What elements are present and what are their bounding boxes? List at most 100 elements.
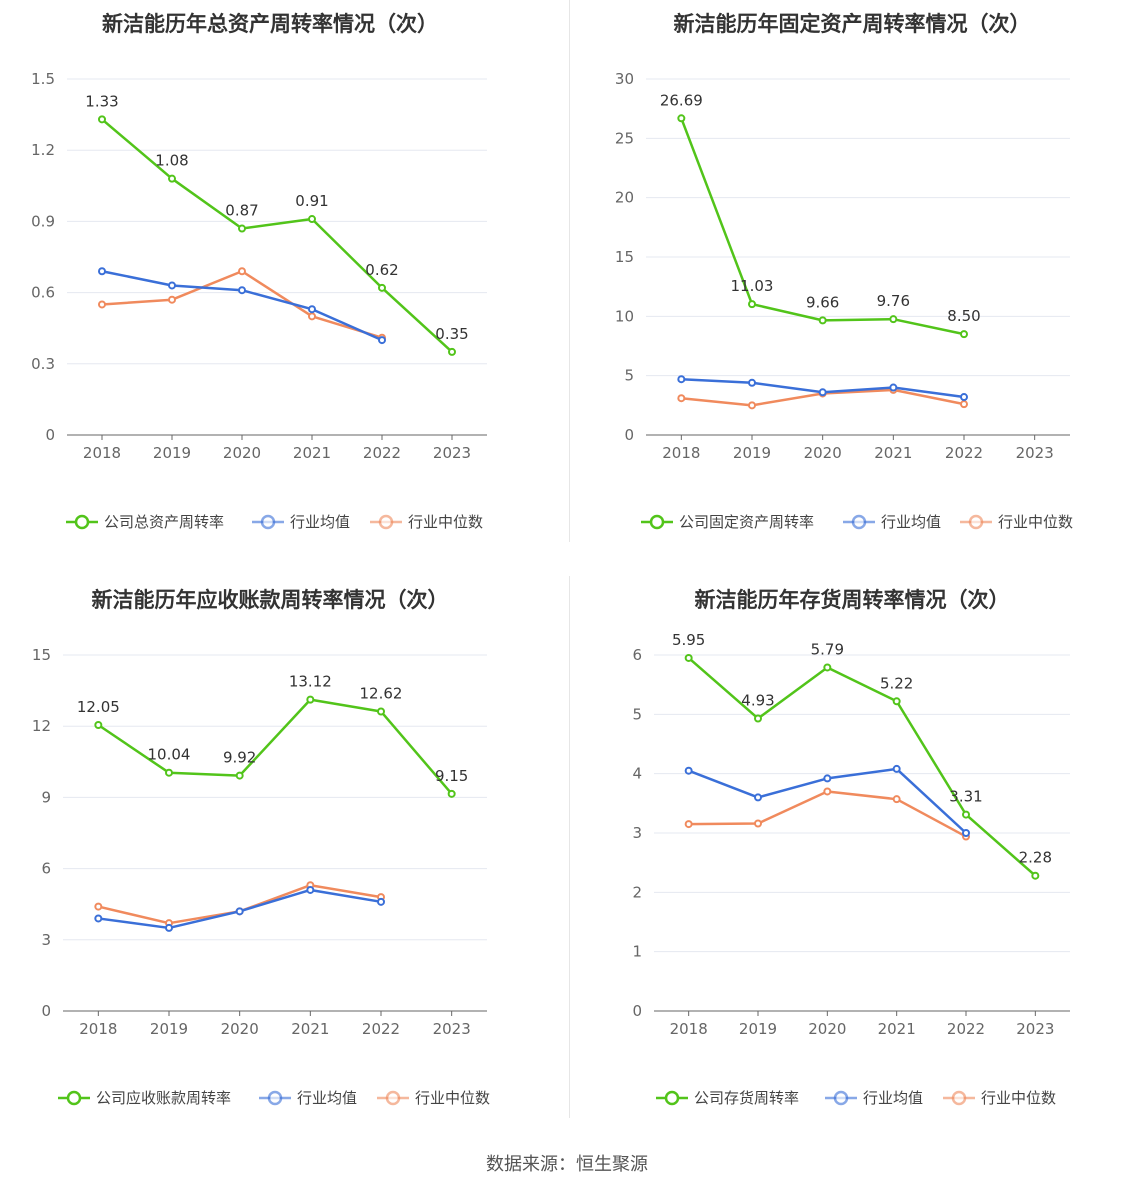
data-point-median (308, 312, 316, 321)
legend-item-company[interactable]: 公司总资产周转率 (66, 513, 224, 531)
legend-label: 公司总资产周转率 (104, 513, 224, 531)
legend-item-median[interactable]: 行业中位数 (943, 1089, 1056, 1107)
data-point-avg (165, 923, 173, 932)
y-tick-label: 9 (41, 788, 51, 806)
legend-item-avg[interactable]: 行业均值 (259, 1089, 357, 1107)
series-line-median (98, 883, 382, 925)
series-line-company (101, 118, 453, 353)
data-point-avg (962, 829, 970, 837)
x-tick-label: 2018 (79, 1020, 117, 1038)
data-point-avg (818, 388, 827, 397)
data-point-company (677, 114, 686, 123)
data-point-company (447, 789, 456, 798)
data-point-avg (378, 336, 386, 345)
y-tick-label: 0 (632, 1002, 642, 1020)
data-label: 10.04 (148, 746, 191, 764)
legend-item-avg[interactable]: 行业均值 (252, 513, 350, 531)
data-point-avg (889, 383, 898, 392)
x-tick-label: 2020 (223, 444, 261, 462)
data-point-avg (98, 267, 106, 276)
legend-marker (385, 1090, 401, 1106)
data-point-avg (306, 885, 315, 894)
legend-item-company[interactable]: 公司应收账款周转率 (58, 1089, 231, 1107)
chart-panel-fixed-asset-turnover: 新洁能历年固定资产周转率情况（次） 0 5 10 15 20 25 30 2018 2019 202… (567, 0, 1134, 570)
data-label: 8.50 (947, 307, 980, 325)
y-tick-label: 0.9 (31, 212, 55, 230)
data-source-footer: 数据来源：恒生聚源 (486, 1154, 648, 1175)
series-line-company (97, 698, 453, 795)
legend-marker (951, 1090, 967, 1106)
y-tick-label: 3 (632, 824, 642, 842)
x-tick-label: 2021 (293, 444, 331, 462)
legend-item-median[interactable]: 行业中位数 (370, 513, 483, 531)
data-point-company (94, 721, 103, 730)
data-label: 12.62 (360, 684, 403, 702)
data-label: 5.95 (672, 631, 705, 649)
legend-item-median[interactable]: 行业中位数 (960, 513, 1073, 531)
panel-divider-top (569, 0, 570, 542)
data-label: 3.31 (949, 788, 982, 806)
data-point-company (308, 215, 316, 224)
legend-item-avg[interactable]: 行业均值 (825, 1089, 923, 1107)
data-point-avg (235, 907, 244, 916)
data-point-company (165, 768, 173, 777)
y-tick-label: 20 (615, 189, 634, 207)
legend-label: 行业中位数 (408, 513, 483, 531)
y-tick-label: 1 (632, 943, 642, 961)
data-point-median (94, 902, 103, 911)
legend-item-avg[interactable]: 行业均值 (843, 513, 941, 531)
legend-marker (74, 514, 90, 530)
y-tick-label: 1.5 (31, 70, 55, 88)
data-point-avg (677, 375, 686, 384)
chart-panel-total-asset-turnover: 新洁能历年总资产周转率情况（次） 0 0.3 0.6 0.9 1.2 1.5 2018 2019… (0, 0, 567, 570)
y-tick-label: 15 (32, 646, 51, 664)
chart-total-asset-turnover: 新洁能历年总资产周转率情况（次） 0 0.3 0.6 0.9 1.2 1.5 2018 2019… (31, 12, 487, 531)
y-tick-label: 0.3 (31, 355, 55, 373)
chart-title: 新洁能历年应收账款周转率情况（次） (92, 588, 449, 612)
data-label: 11.03 (731, 277, 774, 295)
data-point-avg (377, 897, 385, 906)
y-tick-label: 6 (632, 646, 642, 664)
data-point-avg (960, 393, 968, 402)
series-line-company (687, 657, 1037, 877)
data-label: 5.22 (880, 674, 913, 692)
x-tick-label: 2022 (947, 1020, 985, 1038)
data-label: 0.62 (365, 261, 398, 279)
data-label: 4.93 (741, 691, 774, 709)
data-point-avg (748, 378, 756, 387)
y-tick-label: 2 (632, 883, 642, 901)
x-tick-label: 2022 (363, 444, 401, 462)
data-point-company (448, 347, 456, 356)
panel-divider-bottom (569, 576, 570, 1118)
data-point-company (378, 283, 386, 292)
y-tick-label: 4 (632, 765, 642, 783)
legend-item-median[interactable]: 行业中位数 (377, 1089, 490, 1107)
x-tick-label: 2023 (1016, 444, 1054, 462)
data-label: 0.91 (295, 192, 328, 210)
data-point-company (889, 315, 898, 324)
legend-marker (833, 1090, 849, 1106)
legend-marker (66, 1090, 82, 1106)
x-tick-label: 2019 (153, 444, 191, 462)
data-point-median (823, 787, 832, 796)
legend-marker (378, 514, 394, 530)
data-point-company (892, 697, 901, 706)
legend-item-company[interactable]: 公司存货周转率 (656, 1089, 799, 1107)
data-point-company (168, 174, 176, 183)
data-point-median (677, 394, 686, 403)
data-label: 0.87 (225, 202, 258, 220)
data-point-avg (94, 914, 103, 923)
chart-panel-inventory-turnover: 新洁能历年存货周转率情况（次） 0 1 2 3 4 5 6 2018 2019 2020 2021 20… (567, 576, 1134, 1146)
y-tick-label: 25 (615, 129, 634, 147)
legend-label: 行业均值 (290, 513, 350, 531)
data-point-company (238, 224, 246, 233)
data-point-median (168, 295, 176, 304)
legend-item-company[interactable]: 公司固定资产周转率 (641, 513, 814, 531)
chart-inventory-turnover: 新洁能历年存货周转率情况（次） 0 1 2 3 4 5 6 2018 2019 2020 2021 20… (632, 588, 1070, 1107)
y-tick-label: 0 (45, 426, 55, 444)
series-line-median (688, 790, 967, 838)
x-tick-label: 2018 (670, 1020, 708, 1038)
data-point-median (238, 267, 246, 276)
data-label: 5.79 (811, 640, 844, 658)
data-point-company (823, 663, 832, 672)
